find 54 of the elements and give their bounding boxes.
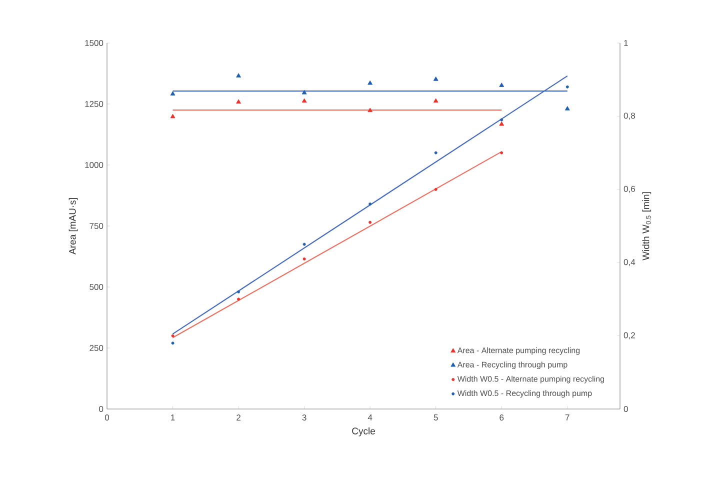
point [302, 257, 306, 260]
y2-axis-title: Width W$_{0.5}$ [min] [642, 192, 652, 260]
point [237, 290, 240, 294]
point [564, 106, 570, 110]
y2-tick-label: 0,2 [624, 332, 635, 340]
legend-label: Width W0.5 - Recycling through pump [457, 390, 592, 398]
point [434, 188, 438, 191]
point [302, 242, 306, 246]
point [302, 90, 307, 94]
legend-label: Area - Alternate pumping recycling [457, 347, 580, 355]
point [433, 76, 438, 81]
x-tick-label: 3 [302, 414, 306, 421]
y-tick-label: 0 [99, 406, 104, 412]
point [302, 98, 307, 103]
x-tick-label: 6 [500, 414, 504, 421]
point [499, 82, 504, 87]
y-tick-label: 250 [90, 344, 104, 352]
y-tick-label: 1000 [85, 162, 104, 168]
point [499, 121, 504, 126]
point [566, 85, 569, 88]
point [171, 334, 174, 338]
y-tick-label: 500 [90, 284, 104, 290]
y-tick-label: 750 [90, 222, 104, 229]
point [500, 151, 504, 154]
point [368, 108, 373, 112]
y2-tick-label: 0,8 [624, 112, 635, 120]
y2-tick-label: 0 [624, 406, 628, 412]
point [433, 98, 438, 103]
x-axis-title: Cycle [352, 427, 375, 436]
y-tick-label: 1500 [85, 40, 104, 46]
y-tick-label: 1250 [85, 100, 104, 107]
x-tick-label: 4 [368, 414, 372, 420]
x-tick-label: 7 [565, 414, 570, 420]
point [170, 114, 176, 118]
point [237, 298, 240, 301]
point [500, 118, 504, 122]
point [434, 151, 438, 154]
y2-tick-label: 0,4 [624, 259, 636, 266]
y2-tick-label: 1 [624, 40, 628, 46]
x-tick-label: 0 [104, 414, 110, 421]
point [368, 202, 372, 206]
x-tick-label: 2 [236, 414, 240, 420]
point [236, 99, 241, 104]
point [368, 80, 373, 85]
y-axis-title: Area [mAU·s] [68, 198, 78, 254]
point [171, 342, 174, 345]
legend-label: Width W0.5 - Alternate pumping recycling [457, 376, 604, 384]
x-tick-label: 5 [434, 414, 438, 420]
point [368, 220, 372, 224]
point [236, 73, 241, 78]
x-tick-label: 1 [171, 414, 175, 420]
point [170, 91, 176, 96]
legend-label: Area - Recycling through pump [457, 362, 568, 370]
y2-tick-label: 0,6 [624, 186, 635, 193]
